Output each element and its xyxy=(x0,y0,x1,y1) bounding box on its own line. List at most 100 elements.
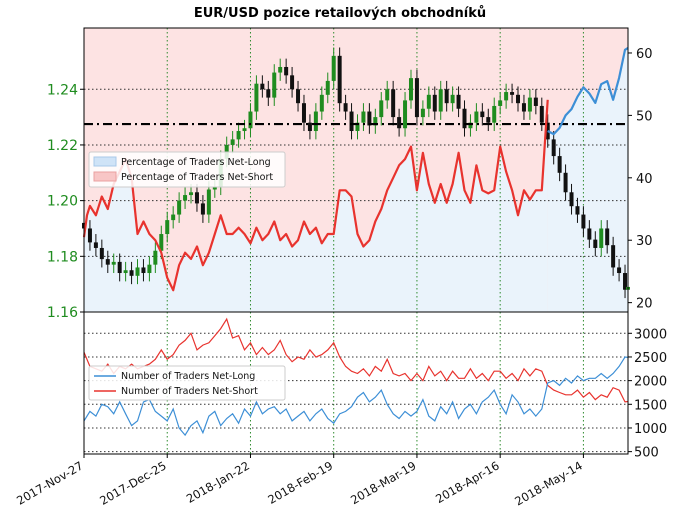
x-tick-label: 2018-May-14 xyxy=(512,458,585,508)
candle-body xyxy=(290,75,295,90)
candle-body xyxy=(165,220,170,235)
candle-body xyxy=(99,247,104,260)
price-tick-label: 1.20 xyxy=(47,194,78,210)
candle-body xyxy=(474,111,479,123)
candle-body xyxy=(189,192,194,196)
candle-body xyxy=(147,264,152,274)
candle-body xyxy=(361,111,366,123)
candle-body xyxy=(426,94,431,109)
candle-body xyxy=(177,200,182,215)
candle-body xyxy=(444,89,449,104)
x-tick-label: 2018-Apr-16 xyxy=(433,458,502,506)
candle-body xyxy=(129,270,134,276)
candle-body xyxy=(153,250,158,265)
net-short-count-line xyxy=(83,317,629,403)
legend-label: Number of Traders Net-Short xyxy=(121,386,258,397)
count-tick-label: 1500 xyxy=(634,398,667,413)
candle-body xyxy=(105,259,110,265)
candle-body xyxy=(87,228,92,243)
candle-body xyxy=(527,97,532,112)
count-tick-label: 2500 xyxy=(634,351,667,366)
candle-body xyxy=(230,139,235,145)
pct-tick-label: 20 xyxy=(636,297,653,312)
candle-body xyxy=(343,103,348,112)
candle-body xyxy=(319,94,324,112)
candle-body xyxy=(296,89,301,104)
candle-body xyxy=(212,186,217,190)
price-tick-label: 1.18 xyxy=(47,249,78,265)
candle-body xyxy=(313,111,318,132)
candle-body xyxy=(397,117,402,129)
count-tick-label: 2000 xyxy=(634,375,667,390)
candle-body xyxy=(575,206,580,215)
legend-box xyxy=(88,151,286,188)
x-tick-label: 2018-Mar-19 xyxy=(348,458,418,507)
candle-body xyxy=(248,111,253,129)
top-panel: 1.16 1.18 1.20 1.22 1.24 20 30 40 50 60 Percentage… xyxy=(47,27,653,454)
candle-body xyxy=(194,192,199,204)
net-short-pct-line xyxy=(82,99,549,292)
candle-body xyxy=(617,267,622,274)
legend-swatch xyxy=(93,156,117,167)
candle-body xyxy=(391,89,396,118)
candle-body xyxy=(539,105,544,123)
candle-body xyxy=(242,128,247,132)
x-tick-label: 2018-Feb-19 xyxy=(265,458,335,506)
candle-body xyxy=(587,228,592,240)
pct-tick-label: 30 xyxy=(636,234,653,249)
candle-body xyxy=(349,111,354,132)
legend-box xyxy=(88,365,286,401)
candle-body xyxy=(563,172,568,193)
candle-body xyxy=(93,242,98,248)
candle-body xyxy=(623,273,628,290)
candle-body xyxy=(307,122,312,132)
candle-body xyxy=(504,92,509,101)
price-tick-label: 1.24 xyxy=(47,82,78,98)
candle-body xyxy=(284,66,289,76)
candle-body xyxy=(337,55,342,104)
bottom-panel-frame xyxy=(83,311,629,455)
x-tick-label: 2017-Nov-27 xyxy=(14,458,85,507)
candle-body xyxy=(521,103,526,112)
candle-body xyxy=(450,94,455,104)
pct-tick-label: 60 xyxy=(636,47,653,62)
candle-body xyxy=(141,267,146,274)
candle-body xyxy=(200,203,205,215)
price-tick-label: 1.22 xyxy=(47,138,78,154)
candle-body xyxy=(367,111,372,126)
net-long-count-line xyxy=(83,356,629,437)
candle-body xyxy=(272,72,277,98)
pct-tick-label: 40 xyxy=(636,172,653,187)
candle-body xyxy=(403,100,408,129)
candle-body xyxy=(117,261,122,274)
legend-label: Percentage of Traders Net-Long xyxy=(121,157,271,168)
candles xyxy=(82,47,630,299)
candle-body xyxy=(569,192,574,207)
candle-body xyxy=(111,261,116,265)
legend-swatch xyxy=(93,171,117,182)
candle-body xyxy=(236,131,241,140)
candle-body xyxy=(414,78,419,118)
candle-body xyxy=(260,83,265,90)
candle-body xyxy=(557,156,562,173)
x-tick-label: 2017-Dec-25 xyxy=(97,458,168,507)
candle-body xyxy=(498,100,503,106)
bottom-legend: Number of Traders Net-Long Number of Trad… xyxy=(88,365,286,401)
candle-body xyxy=(516,94,521,104)
candle-body xyxy=(593,239,598,248)
candle-body xyxy=(278,66,283,73)
legend-label: Percentage of Traders Net-Short xyxy=(121,172,273,183)
candle-body xyxy=(480,111,485,118)
candle-body xyxy=(385,89,390,101)
candle-body xyxy=(325,80,330,95)
pct-tick-label: 50 xyxy=(636,109,653,124)
candle-body xyxy=(438,89,443,112)
candle-body xyxy=(432,94,437,112)
candle-body xyxy=(486,117,491,123)
bottom-panel: 500 1000 1500 2000 2500 3000 Number of Traders… xyxy=(83,311,667,461)
candle-body xyxy=(123,270,128,274)
x-tick-label: 2018-Jan-22 xyxy=(184,458,252,505)
candle-body xyxy=(355,122,360,132)
candle-body xyxy=(599,228,604,248)
x-axis: 2017-Nov-27 2017-Dec-25 2018-Jan-22 2018-Fe… xyxy=(14,454,585,508)
